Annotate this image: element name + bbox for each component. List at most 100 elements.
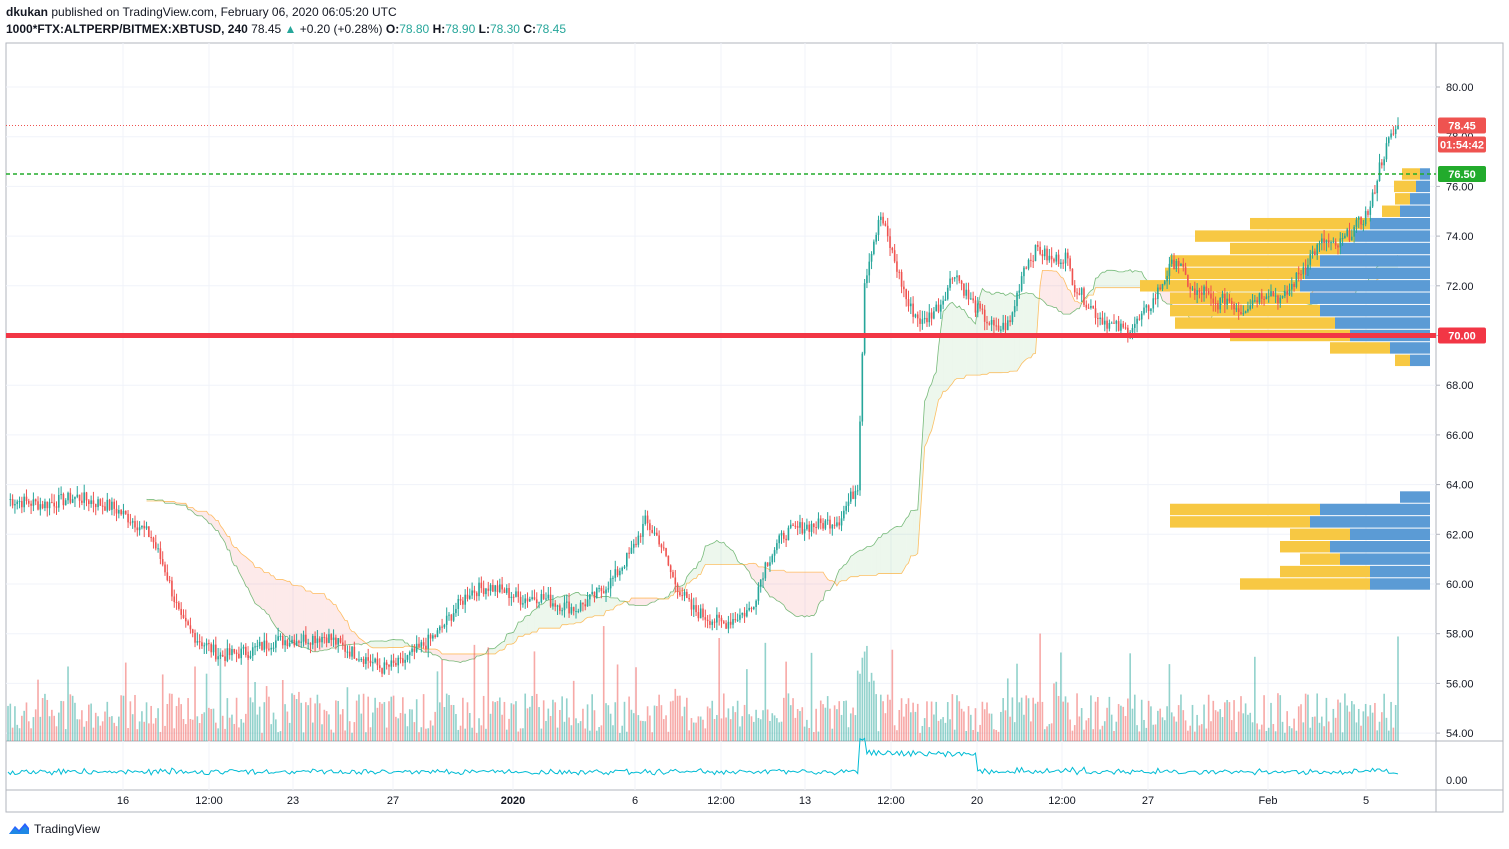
- cloud-segment: [730, 549, 734, 565]
- volume-bar: [392, 695, 395, 741]
- cloud-segment: [712, 542, 715, 565]
- candle-body: [198, 641, 201, 643]
- vp-bar-yellow: [1175, 317, 1335, 329]
- candle-body: [1124, 327, 1127, 329]
- cloud-segment: [1070, 290, 1073, 315]
- cloud-segment: [869, 546, 872, 576]
- volume-bar: [383, 702, 386, 741]
- cloud-segment: [275, 579, 279, 631]
- volume-bar: [468, 713, 471, 741]
- volume-bar: [916, 703, 919, 741]
- candle-body: [94, 503, 97, 508]
- volume-bar: [522, 728, 524, 741]
- cloud-segment: [836, 569, 840, 586]
- vp-bar-yellow: [1280, 541, 1330, 553]
- cloud-segment: [562, 595, 565, 625]
- volume-bar: [1025, 695, 1028, 741]
- volume-bar: [1002, 698, 1004, 741]
- volume-bar: [893, 725, 896, 741]
- candle-body: [1039, 246, 1041, 255]
- volume-bar: [1085, 720, 1088, 741]
- volume-bar: [937, 720, 940, 741]
- cloud-segment: [430, 649, 433, 655]
- cloud-segment: [573, 592, 577, 625]
- tradingview-brand[interactable]: TradingView: [8, 822, 100, 836]
- volume-bar: [1173, 716, 1175, 741]
- cloud-segment: [993, 292, 997, 373]
- open-label: O:: [385, 22, 400, 36]
- candle-body: [1194, 288, 1196, 295]
- candle-body: [1284, 290, 1286, 297]
- cloud-segment: [638, 598, 641, 606]
- candle-body: [240, 648, 243, 659]
- cloud-segment: [248, 558, 251, 595]
- candle-body: [591, 591, 593, 595]
- volume-bar: [16, 724, 19, 741]
- volume-bar: [845, 700, 847, 741]
- volume-bar: [531, 695, 533, 741]
- volume-bar: [1281, 721, 1284, 741]
- candle-body: [443, 624, 446, 628]
- volume-bar: [111, 716, 113, 741]
- red-level-tag-bg: [1438, 327, 1486, 344]
- candle-body: [420, 642, 423, 647]
- candle-body: [905, 289, 907, 300]
- candle-body: [159, 548, 162, 559]
- volume-bar: [256, 714, 259, 741]
- symbol-label[interactable]: 1000*FTX:ALTPERP/BITMEX:XBTUSD, 240: [6, 22, 248, 36]
- cloud-segment: [197, 511, 200, 516]
- volume-bar: [37, 679, 39, 741]
- volume-bar: [526, 708, 529, 741]
- candle-body: [1244, 311, 1247, 314]
- cloud-segment: [252, 562, 256, 604]
- candle-body: [44, 501, 46, 509]
- volume-bar: [933, 714, 935, 741]
- cloud-segment: [679, 585, 683, 592]
- candle-body: [937, 304, 940, 312]
- volume-bar: [124, 662, 127, 741]
- candle-body: [847, 501, 850, 506]
- candle-body: [1152, 298, 1155, 309]
- candle-body: [300, 641, 303, 643]
- candle-body: [1247, 308, 1249, 312]
- candle-body: [522, 603, 524, 605]
- volume-bar: [586, 704, 589, 741]
- cloud-segment: [920, 437, 923, 520]
- author-name[interactable]: dkukan: [6, 5, 49, 19]
- cloud-segment: [853, 553, 856, 577]
- volume-bar: [369, 727, 372, 741]
- volume-bar: [471, 727, 473, 741]
- candle-body: [856, 490, 859, 492]
- cloud-segment: [238, 550, 242, 577]
- cloud-segment: [887, 530, 891, 574]
- candle-body: [642, 523, 644, 537]
- volume-bar: [1113, 730, 1115, 741]
- volume-bar: [436, 671, 439, 741]
- candle-body: [734, 619, 737, 621]
- volume-bar: [1182, 710, 1185, 741]
- cloud-segment: [726, 545, 729, 565]
- volume-bar: [1175, 721, 1178, 741]
- volume-bar: [1392, 727, 1395, 741]
- candle-body: [1205, 286, 1208, 292]
- candle-body: [318, 638, 321, 643]
- cloud-segment: [883, 533, 886, 574]
- volume-bar: [1194, 731, 1196, 741]
- cloud-segment: [843, 564, 847, 581]
- volume-bar: [21, 715, 23, 741]
- volume-bar: [866, 645, 868, 741]
- candle-body: [1057, 254, 1060, 265]
- volume-bar: [815, 708, 817, 741]
- candle-body: [231, 649, 233, 656]
- cloud-segment: [400, 639, 403, 648]
- candle-body: [1120, 323, 1122, 331]
- cloud-segment: [188, 507, 191, 510]
- candle-body: [83, 492, 86, 503]
- candle-body: [739, 614, 741, 620]
- candle-body: [1067, 252, 1069, 259]
- open-value: 78.80: [399, 22, 430, 36]
- volume-bar: [406, 726, 409, 741]
- volume-bar: [1124, 716, 1127, 741]
- volume-bar: [1334, 717, 1337, 741]
